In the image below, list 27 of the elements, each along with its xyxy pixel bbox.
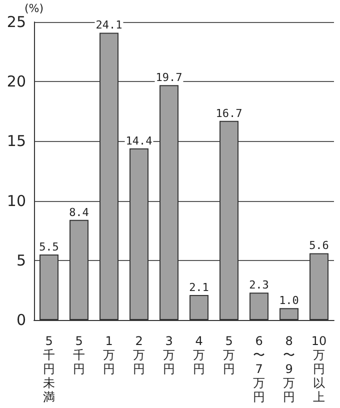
data-label: 24.1	[96, 18, 122, 32]
x-tick-label: 5万円	[223, 334, 235, 376]
y-axis-title: (%)	[24, 2, 44, 15]
x-tick-label: 5千円	[73, 334, 85, 376]
data-label: 8.4	[69, 206, 90, 219]
x-tick-label: 2万円	[133, 334, 145, 376]
y-tick-label: 25	[6, 13, 26, 31]
x-tick-label: 4万円	[193, 334, 205, 376]
y-tick-label: 15	[6, 132, 26, 150]
x-tick-label: 8〜9万円	[283, 334, 295, 404]
x-tick-label: 6〜7万円	[253, 334, 265, 404]
x-tick-label: 3万円	[163, 334, 175, 376]
y-tick-label: 0	[16, 311, 26, 329]
data-label: 5.5	[39, 240, 59, 254]
data-label: 2.1	[189, 280, 209, 294]
y-tick-label: 5	[16, 251, 26, 270]
data-label: 14.4	[126, 134, 153, 148]
data-label: 5.6	[309, 239, 329, 252]
data-label: 16.7	[216, 106, 242, 120]
x-tick-label: 5千円未満	[43, 334, 55, 404]
y-tick-label: 20	[6, 72, 26, 91]
x-tick-label: 1万円	[103, 334, 115, 376]
data-label: 1.0	[279, 294, 299, 308]
data-label: 2.3	[249, 278, 269, 292]
data-label: 19.7	[156, 71, 182, 84]
x-tick-label: 10万円以上	[311, 334, 327, 404]
y-tick-label: 10	[6, 192, 26, 210]
